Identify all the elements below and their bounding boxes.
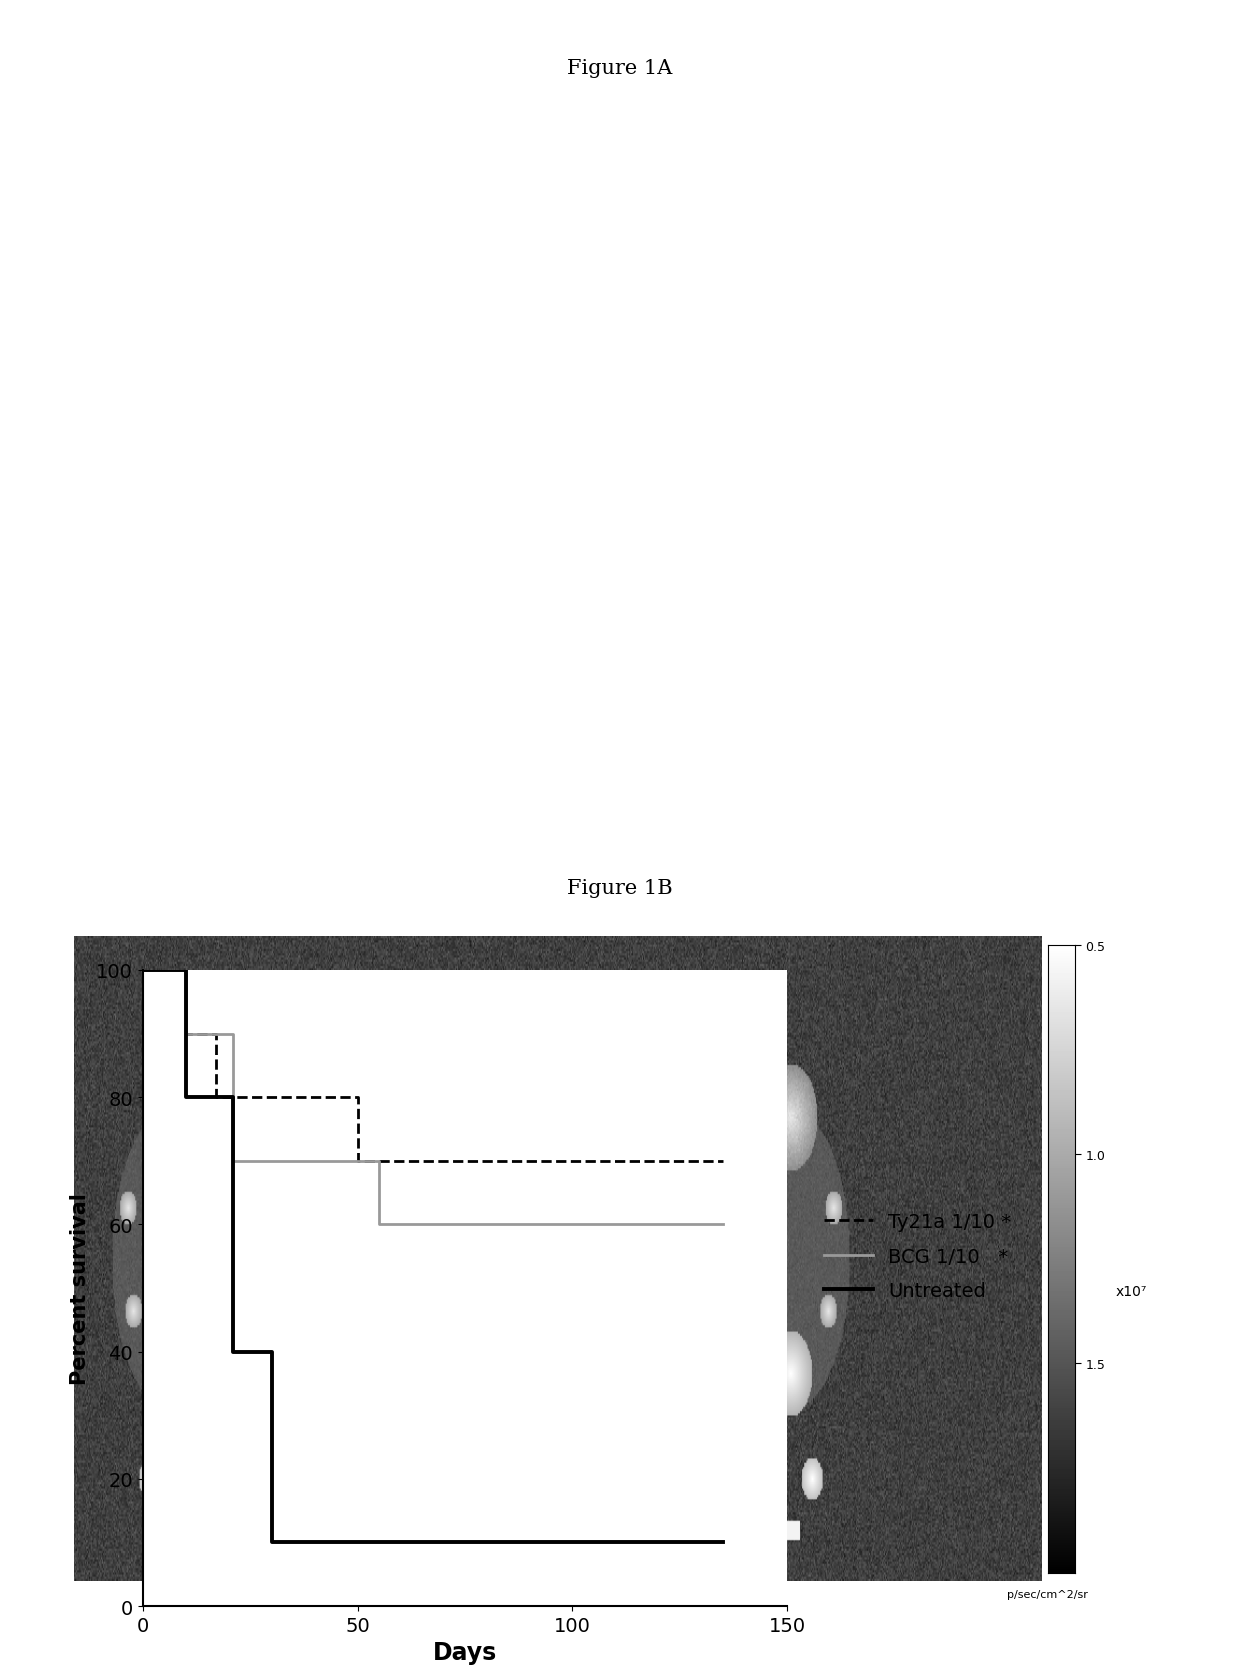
- Y-axis label: Percent survival: Percent survival: [71, 1193, 91, 1384]
- X-axis label: Days: Days: [433, 1640, 497, 1665]
- Text: p/sec/cm^2/sr: p/sec/cm^2/sr: [1007, 1589, 1087, 1599]
- Text: Figure 1A: Figure 1A: [568, 59, 672, 77]
- Legend: Ty21a 1/10 *, BCG 1/10   *, Untreated: Ty21a 1/10 *, BCG 1/10 *, Untreated: [816, 1205, 1019, 1308]
- Text: Figure 1B: Figure 1B: [567, 878, 673, 897]
- Text: x10⁷: x10⁷: [1115, 1285, 1147, 1298]
